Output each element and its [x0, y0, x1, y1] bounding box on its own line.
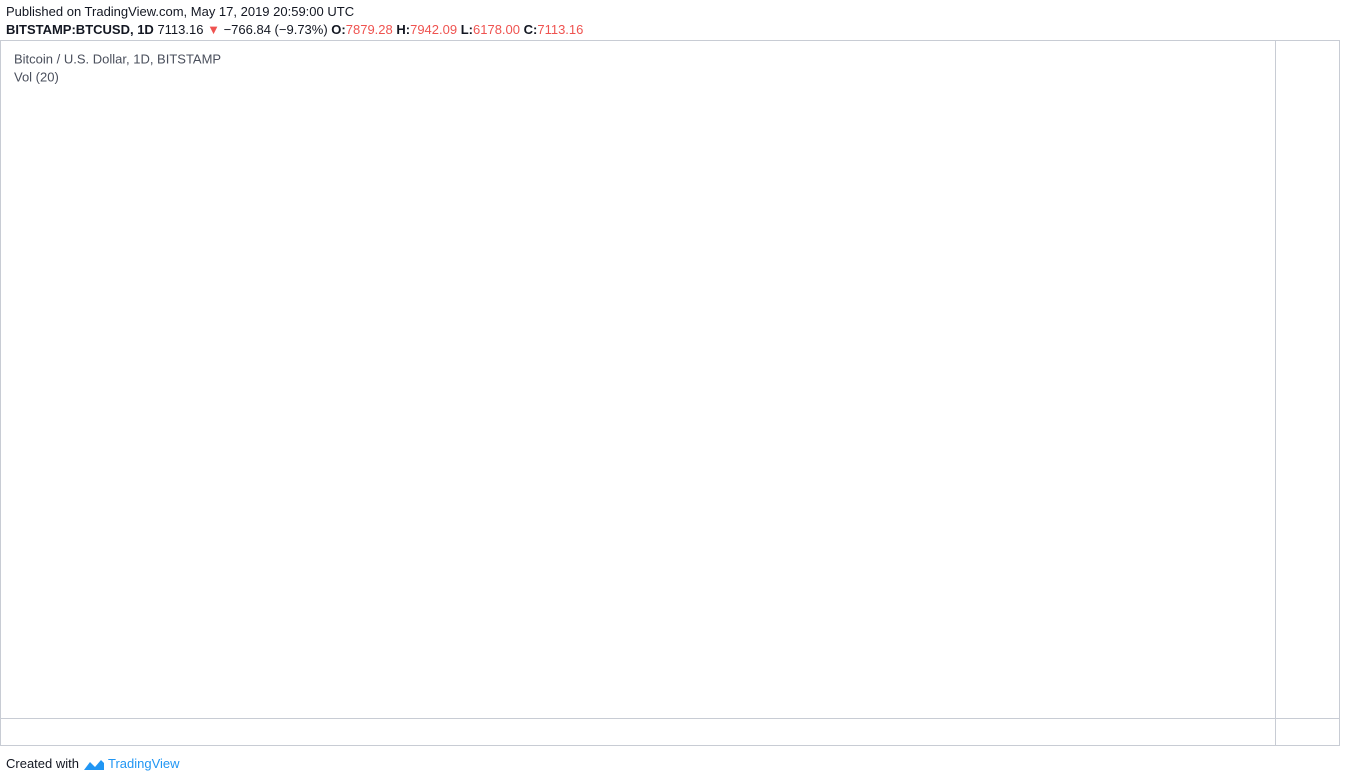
ohlc-label: H: [396, 22, 411, 37]
ohlc-value: 6178.00 [473, 22, 520, 37]
published-line: Published on TradingView.com, May 17, 20… [6, 4, 355, 19]
ohlc-value: 7113.16 [537, 22, 584, 37]
created-with: Created with [6, 756, 79, 771]
ohlc-value: 7942.09 [410, 22, 458, 37]
ohlc-value: 7879.28 [345, 22, 393, 37]
symbol-line: BITSTAMP:BTCUSD, 1D 7113.16 ▼ −766.84 (−… [6, 22, 583, 37]
ohlc-label: C: [523, 22, 538, 37]
ohlc-label: O: [331, 22, 346, 37]
chart-frame [0, 40, 1340, 746]
price: 7113.16 [157, 22, 204, 37]
change: −766.84 (−9.73%) [223, 22, 328, 37]
symbol: BITSTAMP:BTCUSD, 1D [6, 22, 154, 37]
footer: Created with TradingView [6, 756, 180, 772]
tradingview-logo [83, 759, 104, 770]
volume-label: Vol (20) [14, 69, 59, 84]
ohlc-label: L: [460, 22, 473, 37]
chart-title: Bitcoin / U.S. Dollar, 1D, BITSTAMP [14, 51, 221, 66]
brand[interactable]: TradingView [108, 756, 180, 771]
down-arrow-icon: ▼ [207, 22, 220, 37]
